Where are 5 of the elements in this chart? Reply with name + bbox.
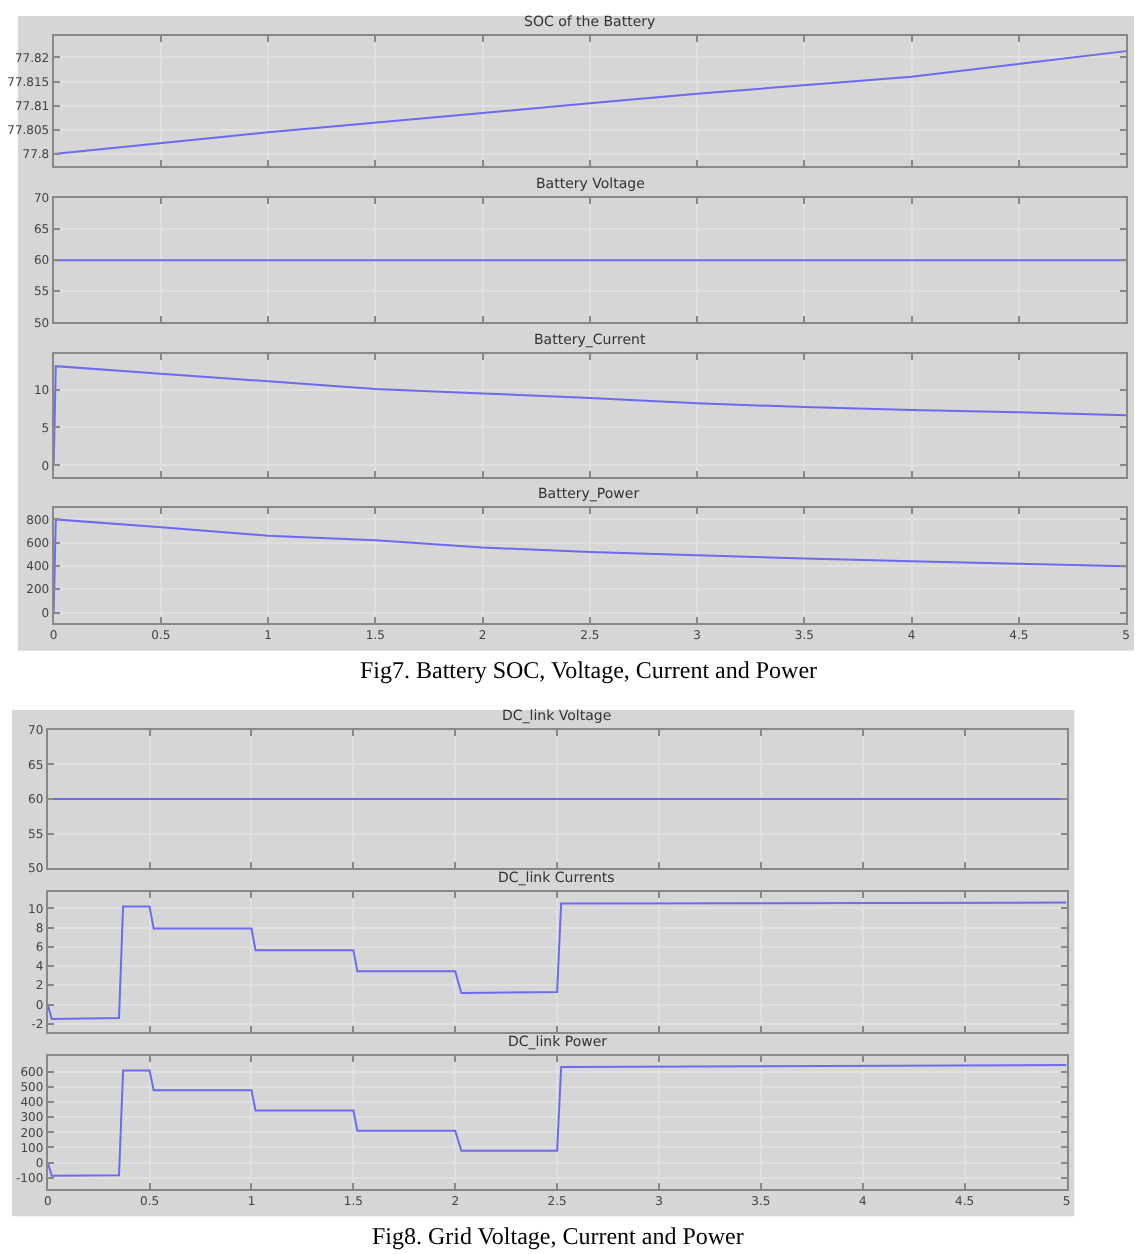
line-series — [47, 901, 1067, 1020]
line-series — [53, 365, 1127, 467]
caption: Fig7. Battery SOC, Voltage, Current and Power — [360, 656, 818, 684]
caption: Fig8. Grid Voltage, Current and Power — [372, 1222, 744, 1250]
line-series — [47, 1064, 1067, 1177]
